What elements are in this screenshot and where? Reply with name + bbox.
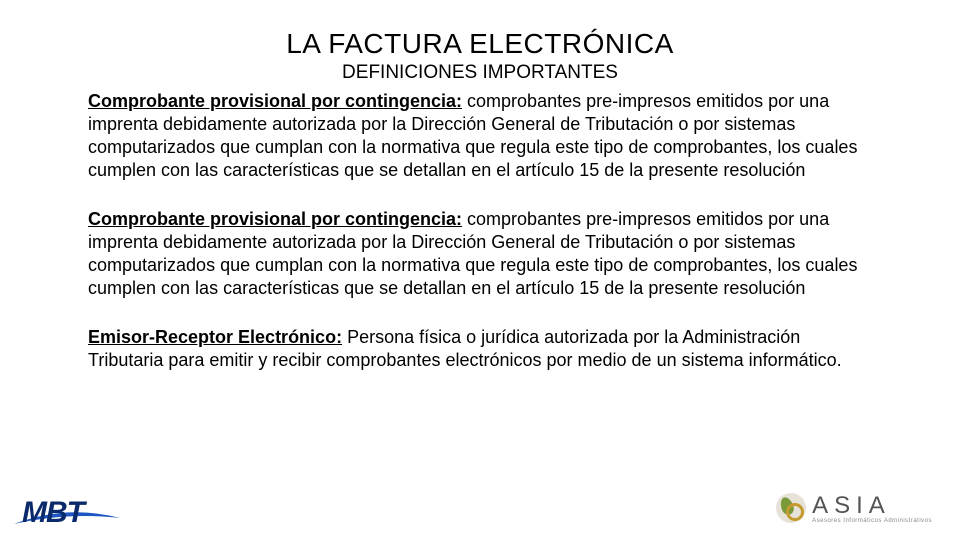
slide: LA FACTURA ELECTRÓNICA DEFINICIONES IMPO… bbox=[0, 0, 960, 540]
definition-1: Comprobante provisional por contingencia… bbox=[88, 90, 872, 182]
footer: MBT ASIA Asesores Informáticos Administr… bbox=[0, 482, 960, 530]
slide-subtitle: DEFINICIONES IMPORTANTES bbox=[88, 62, 872, 84]
definition-2-term: Comprobante provisional por contingencia… bbox=[88, 209, 462, 229]
logo-asia-textwrap: ASIA Asesores Informáticos Administrativ… bbox=[812, 492, 932, 524]
asia-leaf-icon bbox=[776, 493, 806, 523]
definition-2: Comprobante provisional por contingencia… bbox=[88, 208, 872, 300]
content-area: LA FACTURA ELECTRÓNICA DEFINICIONES IMPO… bbox=[0, 0, 960, 372]
definition-3: Emisor-Receptor Electrónico: Persona fís… bbox=[88, 326, 872, 372]
slide-title: LA FACTURA ELECTRÓNICA bbox=[88, 28, 872, 60]
logo-mbt: MBT bbox=[22, 496, 84, 530]
logo-asia: ASIA Asesores Informáticos Administrativ… bbox=[776, 492, 932, 524]
definition-1-term: Comprobante provisional por contingencia… bbox=[88, 91, 462, 111]
logo-mbt-text: MBT bbox=[22, 496, 84, 529]
definition-3-term: Emisor-Receptor Electrónico: bbox=[88, 327, 342, 347]
logo-asia-subtext: Asesores Informáticos Administrativos bbox=[812, 518, 932, 524]
logo-asia-text: ASIA bbox=[812, 492, 891, 520]
